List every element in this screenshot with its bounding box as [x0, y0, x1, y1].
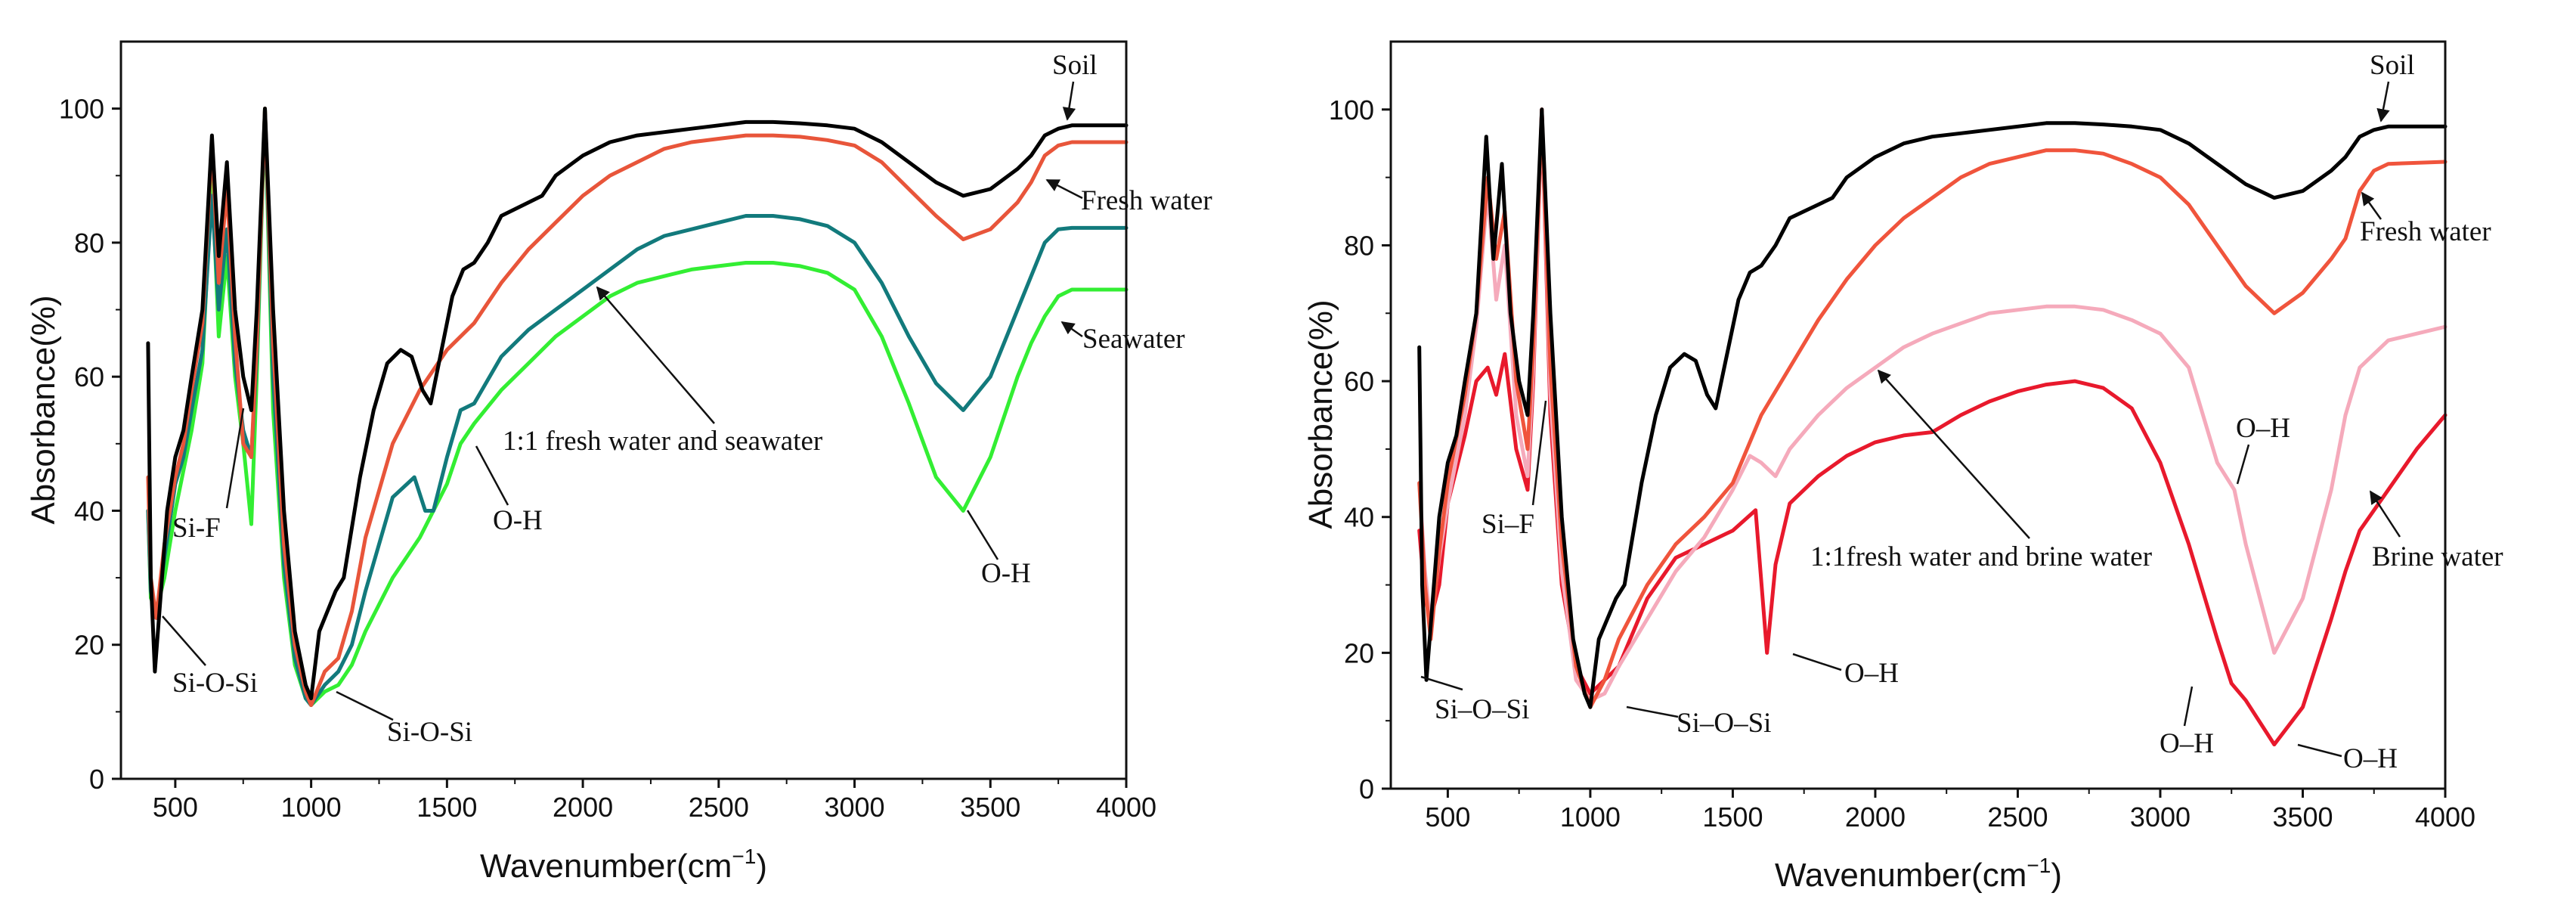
- chart-right-series-1-1fresh-water-and-brine-water: [1417, 107, 2448, 702]
- chart-left-curves: [146, 107, 1129, 707]
- arrow-mix-fresh-brine: [1877, 369, 2030, 539]
- label-mix-fresh-brine: 1:1fresh water and brine water: [1810, 541, 2152, 572]
- label-seawater: Seawater: [1082, 324, 1185, 355]
- chart-right-xtick-label: 4000: [2415, 802, 2475, 833]
- chart-left-xtick-label: 2000: [553, 792, 613, 823]
- label-si-o-si-r2: Si–O–Si: [1677, 708, 1771, 739]
- chart-right-xtick-label: 2000: [1845, 802, 1906, 833]
- chart-left-xtick-label: 500: [153, 792, 198, 823]
- chart-left-series-1-1-fresh-water-and-seawater: [146, 107, 1129, 707]
- arrow-fresh-water: [1045, 178, 1083, 200]
- chart-right-ticks: 500 1000 1500 2000 2500 3000 3500 4000 0 20 40 60 80…: [1329, 95, 2475, 833]
- arrow-fresh-water-r: [2361, 191, 2382, 220]
- chart-right-ytick-label: 40: [1344, 502, 1374, 533]
- chart-left-series-soil: [146, 107, 1129, 701]
- leader-si-f-r: [1531, 400, 1547, 506]
- leader-si-o-si-r2: [1626, 705, 1679, 718]
- label-si-o-si-1: Si-O-Si: [172, 668, 258, 699]
- chart-right-ytick-label: 0: [1359, 774, 1374, 805]
- chart-left-ytick-label: 80: [74, 228, 104, 259]
- leader-oh-1: [475, 445, 509, 506]
- leader-si-f: [225, 408, 245, 509]
- chart-left-xtick-label: 1500: [416, 792, 477, 823]
- arrow-soil: [1062, 81, 1076, 121]
- chart-left-ticks: 500 1000 1500 2000 2500 3000 3500 4000 0 20 40 60 80…: [59, 94, 1156, 823]
- chart-left-ytick-label: 0: [89, 764, 104, 795]
- label-soil-r: Soil: [2370, 50, 2415, 81]
- chart-left-xtick-label: 1000: [281, 792, 342, 823]
- chart-left: 500 1000 1500 2000 2500 3000 3500 4000 0 20 40 60 80…: [25, 40, 1212, 885]
- chart-left-ytick-label: 100: [59, 94, 104, 125]
- chart-right: 500 1000 1500 2000 2500 3000 3500 4000 0 20 40 60 80…: [1302, 40, 2503, 894]
- chart-left-ytick-label: 20: [74, 630, 104, 661]
- chart-left-series-seawater: [146, 107, 1129, 707]
- label-oh-r2: O–H: [1844, 658, 1899, 689]
- arrow-seawater: [1060, 321, 1083, 338]
- leader-oh-2: [966, 510, 999, 560]
- chart-right-xtick-label: 500: [1425, 802, 1470, 833]
- chart-right-ytick-label: 60: [1344, 366, 1374, 397]
- label-oh-2: O-H: [981, 558, 1031, 589]
- chart-left-xtick-label: 4000: [1096, 792, 1156, 823]
- chart-right-xlabel: Wavenumber(cm−1): [1775, 854, 2062, 894]
- chart-right-curves: [1417, 107, 2448, 747]
- chart-right-ytick-label: 100: [1329, 95, 1374, 126]
- chart-right-xtick-label: 1000: [1560, 802, 1621, 833]
- label-soil: Soil: [1052, 50, 1098, 81]
- label-fresh-water-r: Fresh water: [2360, 216, 2491, 247]
- leader-oh-r3: [2183, 686, 2194, 727]
- chart-left-xtick-label: 2500: [689, 792, 749, 823]
- arrow-brine-water: [2369, 490, 2401, 538]
- chart-right-series-soil: [1417, 107, 2448, 709]
- leader-oh-r2: [1792, 653, 1842, 671]
- label-si-f: Si-F: [172, 513, 221, 544]
- chart-right-xtick-label: 1500: [1702, 802, 1763, 833]
- chart-left-xtick-label: 3000: [824, 792, 884, 823]
- leader-oh-r4: [2297, 743, 2342, 758]
- chart-right-xtick-label: 2500: [1987, 802, 2048, 833]
- chart-right-series-fresh-water: [1417, 107, 2448, 709]
- chart-right-frame: [1389, 40, 2447, 790]
- chart-right-ylabel: Absorbance(%): [1302, 299, 1339, 529]
- label-brine-water: Brine water: [2372, 541, 2503, 572]
- chart-right-xtick-label: 3500: [2272, 802, 2333, 833]
- leader-si-o-si-1: [162, 615, 206, 666]
- label-si-f-r: Si–F: [1482, 509, 1534, 540]
- leader-si-o-si-r1: [1420, 675, 1463, 691]
- arrow-soil-r: [2376, 81, 2390, 122]
- label-si-o-si-2: Si-O-Si: [387, 717, 472, 748]
- leader-si-o-si-2: [336, 690, 394, 721]
- leader-oh-r1: [2236, 444, 2250, 485]
- chart-left-xtick-label: 3500: [960, 792, 1020, 823]
- chart-left-ytick-label: 40: [74, 495, 104, 526]
- label-si-o-si-r1: Si–O–Si: [1435, 694, 1529, 725]
- label-oh-1: O-H: [493, 505, 543, 536]
- chart-right-xtick-label: 3000: [2130, 802, 2191, 833]
- chart-left-ylabel: Absorbance(%): [25, 295, 62, 524]
- chart-left-series-fresh-water: [146, 107, 1129, 707]
- chart-right-series-brine-water: [1417, 107, 2448, 747]
- chart-right-ytick-label: 20: [1344, 637, 1374, 668]
- chart-left-xlabel: Wavenumber(cm−1): [480, 845, 767, 885]
- label-oh-r4: O–H: [2343, 743, 2398, 774]
- arrow-mix-fresh-seawater: [596, 286, 715, 424]
- chart-left-ytick-label: 60: [74, 361, 104, 392]
- label-oh-r3: O–H: [2160, 728, 2214, 759]
- chart-left-frame: [119, 40, 1128, 780]
- chart-right-ytick-label: 80: [1344, 230, 1374, 261]
- label-mix-fresh-seawater: 1:1 fresh water and seawater: [503, 426, 822, 457]
- label-oh-r1: O–H: [2236, 413, 2290, 444]
- label-fresh-water: Fresh water: [1081, 185, 1212, 216]
